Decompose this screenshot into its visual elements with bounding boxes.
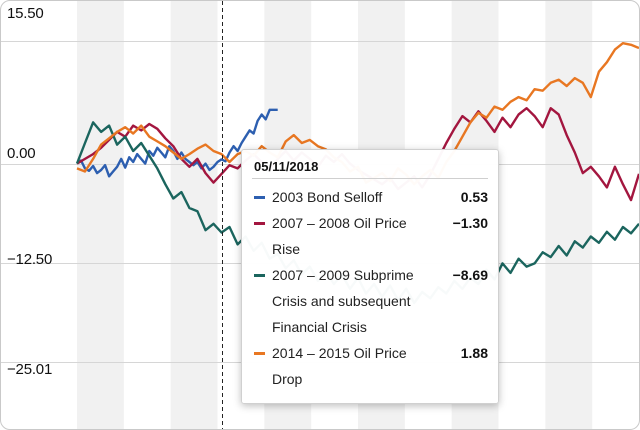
background-band <box>170 1 218 429</box>
tooltip-date: 05/11/2018 <box>254 159 319 174</box>
tooltip-series-label: 2007 – 2009 Subprime <box>272 267 414 283</box>
tooltip-series-label: 2014 – 2015 Oil Price <box>272 345 407 361</box>
tooltip-series-label: 2003 Bond Selloff <box>272 189 383 205</box>
series-swatch <box>254 222 265 225</box>
tooltip-divider <box>252 178 488 179</box>
series-line <box>76 108 278 178</box>
series-swatch <box>254 352 265 355</box>
background-band <box>77 1 124 429</box>
tooltip-series-label: Financial Crisis <box>272 319 367 335</box>
y-tick-label: −12.50 <box>7 251 53 268</box>
y-tick-label: 0.00 <box>7 145 36 162</box>
tooltip-series-value: −1.30 <box>452 215 488 231</box>
tooltip-row: 2007 – 2008 Oil Price Rise −1.30 <box>254 210 488 262</box>
tooltip-row: 2014 – 2015 Oil Price Drop 1.88 <box>254 340 488 392</box>
series-swatch <box>254 274 265 277</box>
y-tick-label: −25.01 <box>7 361 53 378</box>
tooltip-series-label: Crisis and subsequent <box>272 293 411 309</box>
tooltip-series-value: 0.53 <box>460 189 488 205</box>
tooltip-series-value: 1.88 <box>460 345 488 361</box>
tooltip-row: 2007 – 2009 Subprime Crisis and subseque… <box>254 262 488 340</box>
tooltip-series-label: 2007 – 2008 Oil Price <box>272 215 407 231</box>
tooltip-series-value: −8.69 <box>452 267 488 283</box>
y-tick-label: 15.50 <box>7 5 44 22</box>
tooltip-row: 2003 Bond Selloff 0.53 <box>254 184 488 210</box>
tooltip-series-label: Rise <box>272 241 301 257</box>
series-swatch <box>254 196 265 199</box>
hover-tooltip: 05/11/2018 2003 Bond Selloff 0.53 2007 –… <box>241 149 499 404</box>
tooltip-series-label: Drop <box>272 371 303 387</box>
background-band <box>545 1 593 429</box>
